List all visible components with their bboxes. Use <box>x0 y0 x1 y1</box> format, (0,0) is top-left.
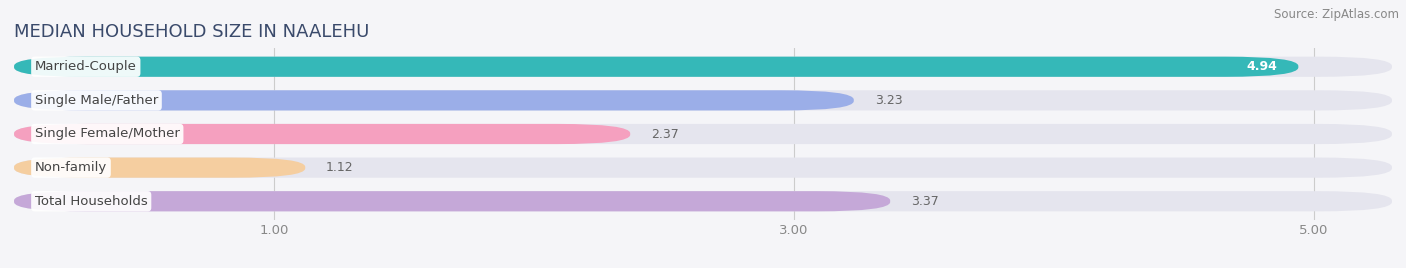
FancyBboxPatch shape <box>14 90 1392 110</box>
Text: 3.37: 3.37 <box>911 195 939 208</box>
Text: Single Male/Father: Single Male/Father <box>35 94 157 107</box>
FancyBboxPatch shape <box>14 158 305 178</box>
Text: 3.23: 3.23 <box>875 94 903 107</box>
FancyBboxPatch shape <box>14 57 1392 77</box>
Text: Total Households: Total Households <box>35 195 148 208</box>
FancyBboxPatch shape <box>14 124 1392 144</box>
FancyBboxPatch shape <box>14 191 1392 211</box>
Text: Single Female/Mother: Single Female/Mother <box>35 128 180 140</box>
FancyBboxPatch shape <box>14 90 853 110</box>
FancyBboxPatch shape <box>14 158 1392 178</box>
Text: 2.37: 2.37 <box>651 128 679 140</box>
FancyBboxPatch shape <box>14 57 1298 77</box>
Text: 4.94: 4.94 <box>1247 60 1278 73</box>
Text: Source: ZipAtlas.com: Source: ZipAtlas.com <box>1274 8 1399 21</box>
Text: Married-Couple: Married-Couple <box>35 60 136 73</box>
Text: MEDIAN HOUSEHOLD SIZE IN NAALEHU: MEDIAN HOUSEHOLD SIZE IN NAALEHU <box>14 23 370 41</box>
Text: 1.12: 1.12 <box>326 161 354 174</box>
Text: Non-family: Non-family <box>35 161 107 174</box>
FancyBboxPatch shape <box>14 124 630 144</box>
FancyBboxPatch shape <box>14 191 890 211</box>
